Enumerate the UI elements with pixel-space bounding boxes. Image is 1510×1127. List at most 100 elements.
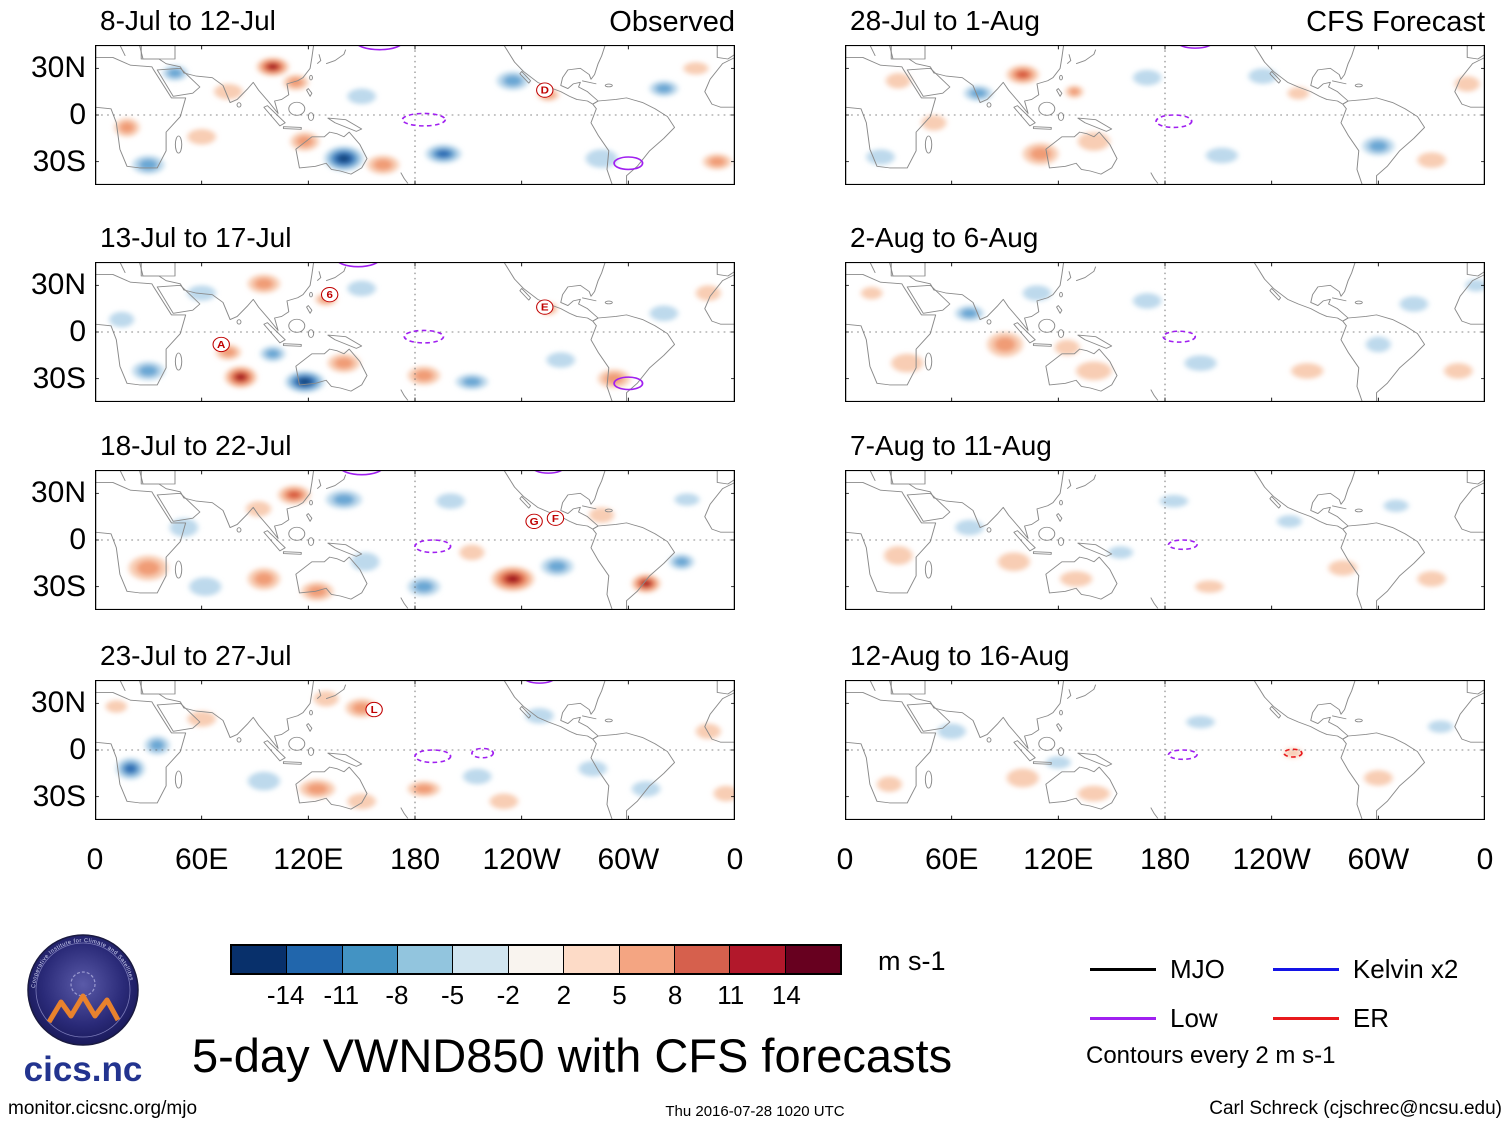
legend-note: Contours every 2 m s-1 [1086,1042,1336,1069]
x-axis-label: 60E [174,843,229,876]
x-axis-label: 120E [273,843,344,876]
legend-line-swatch [1272,1017,1339,1020]
colorbar-segment [286,946,342,973]
panel-title-obs-4: 23-Jul to 27-Jul [100,640,292,671]
legend-item: MJO [1090,954,1225,985]
legend-item: ER [1272,1003,1459,1034]
column-header-observed: Observed [609,6,735,38]
column-header-cfs-forecast: CFS Forecast [1306,6,1485,38]
legend-line-swatch [1090,1017,1156,1020]
map-panel-fc-3 [845,470,1485,610]
footer-timestamp: Thu 2016-07-28 1020 UTC [665,1103,845,1120]
logo-inner-ring [35,942,131,1038]
colorbar-segment [729,946,785,973]
map-panel-fc-4 [845,680,1485,820]
x-axis-label: 0 [836,843,854,876]
map-panel-obs-2: 6 E A [95,262,735,402]
footer-credit: Carl Schreck (cjschrec@ncsu.edu) [1209,1098,1502,1119]
legend-line-swatch [1272,968,1339,971]
y-axis-label: 30N [30,476,86,510]
y-axis-label: 30S [32,144,86,178]
colorbar-tick-label: 2 [556,980,572,1010]
svg-text:L: L [371,705,378,716]
svg-text:A: A [217,340,226,351]
y-axis-label: 30S [32,569,86,603]
x-axis-label: 120W [1232,843,1311,876]
map-panel-obs-4: L [95,680,735,820]
map-panel-fc-2 [845,262,1485,402]
footer-url: monitor.cicsnc.org/mjo [8,1098,198,1119]
colorbar-segment [673,946,730,973]
map-panel-fc-1 [845,45,1485,185]
y-axis-label: 30S [32,779,86,813]
map-panel-obs-1: D [95,45,735,185]
colorbar-segment [452,946,508,973]
x-axis-label: 180 [1139,843,1191,876]
logo-wordmark: cics.nc [24,1050,143,1089]
panel-title-obs-1: 8-Jul to 12-Jul [100,5,276,36]
colorbar-tick-label: -11 [323,980,360,1010]
panel-title-fc-3: 7-Aug to 11-Aug [850,430,1052,461]
x-axis-label: 0 [1476,843,1494,876]
legend-item-label: Kelvin x2 [1352,954,1459,984]
colorbar-segment [341,946,398,973]
colorbar-tick-label: 11 [717,980,745,1010]
panel-title-fc-1: 28-Jul to 1-Aug [850,5,1040,36]
y-axis-label: 30N [30,268,86,302]
panel-title-fc-4: 12-Aug to 16-Aug [850,640,1070,671]
colorbar-segment [232,946,287,973]
logo-circle [27,934,139,1046]
legend-item-label: ER [1352,1003,1390,1033]
x-axis-label: 120W [482,843,561,876]
colorbar-tick-label: 14 [771,980,801,1010]
svg-text:D: D [541,85,550,96]
y-axis-label: 0 [69,523,86,556]
colorbar-segment [618,946,674,973]
logo-mountains-icon [46,993,121,1024]
cics-logo: Cooperative Institute for Climate and Sa… [24,934,143,1089]
legend: MJO Low Kelvin x2 ER [1090,954,1458,1034]
svg-text:G: G [530,517,539,528]
colorbar-tick-label: -2 [496,980,520,1010]
panel-title-obs-3: 18-Jul to 22-Jul [100,430,292,461]
x-axis-label: 0 [86,843,104,876]
x-axis-label: 60W [597,843,660,876]
y-axis-label: 30S [32,361,86,395]
y-axis-label: 0 [69,733,86,766]
colorbar-ticks: -14 -11 -8 -5 -2 2 5 8 11 14 [230,980,842,1012]
legend-item: Kelvin x2 [1272,954,1459,985]
legend-item-label: MJO [1170,954,1225,984]
legend-item-label: Low [1170,1003,1218,1033]
colorbar-tick-label: -8 [385,980,409,1010]
y-axis-label: 0 [69,98,86,131]
colorbar [230,944,842,975]
colorbar-tick-label: 8 [667,980,683,1010]
logo-spiral-icon [70,971,96,997]
colorbar-segment [397,946,453,973]
colorbar-segment [784,946,840,973]
colorbar-segment [507,946,564,973]
svg-text:E: E [541,302,549,313]
legend-item: Low [1090,1003,1225,1034]
colorbar-units-label: m s-1 [878,946,946,976]
figure-title: 5-day VWND850 with CFS forecasts [192,1029,953,1082]
x-axis-label: 180 [389,843,441,876]
colorbar-tick-label: -14 [266,980,305,1010]
x-axis-label: 60E [924,843,979,876]
y-axis-label: 30N [30,51,86,85]
colorbar-tick-label: 5 [612,980,627,1010]
panel-title-obs-2: 13-Jul to 17-Jul [100,222,292,253]
panel-title-fc-2: 2-Aug to 6-Aug [850,222,1039,253]
y-axis-label: 30N [30,686,86,720]
legend-line-swatch [1090,968,1156,971]
x-axis-label: 120E [1023,843,1094,876]
colorbar-tick-label: -5 [440,980,465,1010]
x-axis-label: 0 [726,843,744,876]
svg-text:6: 6 [326,290,332,301]
colorbar-segment [563,946,619,973]
y-axis-label: 0 [69,315,86,348]
x-axis-label: 60W [1347,843,1410,876]
svg-text:F: F [552,513,559,524]
